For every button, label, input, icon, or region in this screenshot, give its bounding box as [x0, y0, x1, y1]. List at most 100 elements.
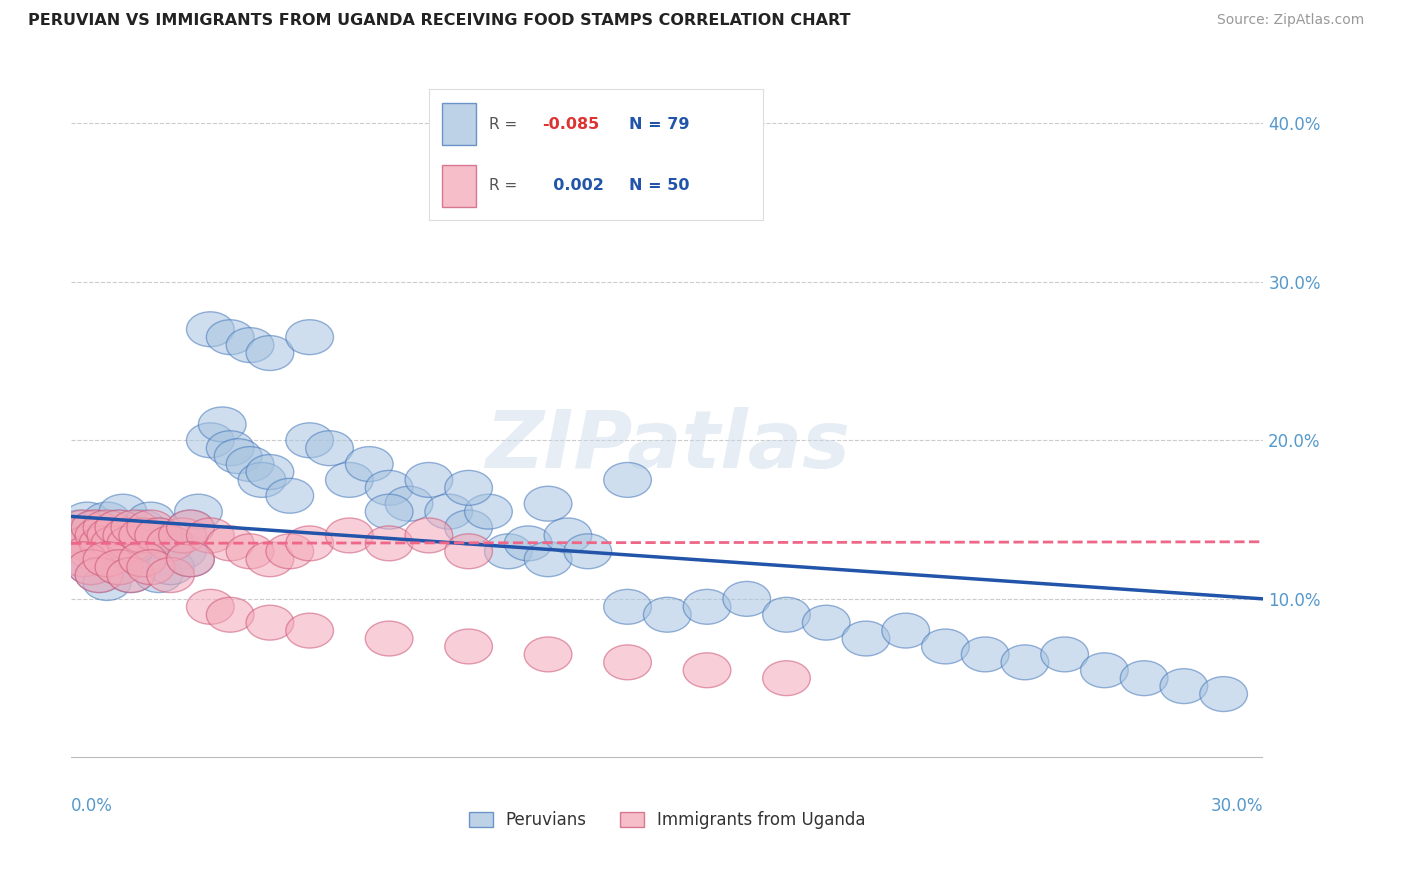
Text: PERUVIAN VS IMMIGRANTS FROM UGANDA RECEIVING FOOD STAMPS CORRELATION CHART: PERUVIAN VS IMMIGRANTS FROM UGANDA RECEI…	[28, 13, 851, 29]
Ellipse shape	[198, 407, 246, 442]
Ellipse shape	[187, 423, 235, 458]
Ellipse shape	[174, 494, 222, 529]
Ellipse shape	[246, 606, 294, 640]
Ellipse shape	[67, 549, 115, 584]
Ellipse shape	[921, 629, 969, 664]
Ellipse shape	[146, 526, 194, 561]
Ellipse shape	[326, 518, 373, 553]
Ellipse shape	[962, 637, 1010, 672]
Ellipse shape	[135, 518, 183, 553]
Ellipse shape	[207, 431, 254, 466]
Ellipse shape	[524, 637, 572, 672]
Ellipse shape	[146, 558, 194, 592]
Ellipse shape	[444, 533, 492, 569]
Ellipse shape	[120, 541, 166, 577]
Ellipse shape	[75, 518, 122, 553]
Ellipse shape	[366, 494, 413, 529]
Ellipse shape	[285, 423, 333, 458]
Ellipse shape	[67, 533, 115, 569]
Ellipse shape	[524, 541, 572, 577]
Ellipse shape	[72, 510, 120, 545]
Ellipse shape	[72, 510, 120, 545]
Ellipse shape	[159, 533, 207, 569]
Ellipse shape	[246, 541, 294, 577]
Ellipse shape	[603, 462, 651, 498]
Ellipse shape	[103, 541, 150, 577]
Ellipse shape	[207, 526, 254, 561]
Ellipse shape	[75, 533, 122, 569]
Ellipse shape	[75, 558, 122, 592]
Ellipse shape	[79, 526, 127, 561]
Text: 30.0%: 30.0%	[1211, 797, 1264, 815]
Ellipse shape	[683, 590, 731, 624]
Ellipse shape	[55, 518, 103, 553]
Ellipse shape	[1001, 645, 1049, 680]
Ellipse shape	[83, 566, 131, 600]
Ellipse shape	[603, 590, 651, 624]
Ellipse shape	[107, 558, 155, 592]
Ellipse shape	[1081, 653, 1128, 688]
Ellipse shape	[59, 518, 107, 553]
Ellipse shape	[111, 510, 159, 545]
Ellipse shape	[87, 526, 135, 561]
Ellipse shape	[803, 606, 851, 640]
Ellipse shape	[683, 653, 731, 688]
Ellipse shape	[103, 518, 150, 553]
Ellipse shape	[111, 526, 159, 561]
Ellipse shape	[127, 510, 174, 545]
Ellipse shape	[166, 510, 214, 545]
Ellipse shape	[305, 431, 353, 466]
Text: ZIPatlas: ZIPatlas	[485, 408, 849, 485]
Ellipse shape	[366, 470, 413, 505]
Ellipse shape	[159, 518, 207, 553]
Ellipse shape	[246, 335, 294, 370]
Ellipse shape	[246, 455, 294, 490]
Ellipse shape	[59, 541, 107, 577]
Text: 0.0%: 0.0%	[72, 797, 112, 815]
Ellipse shape	[79, 518, 127, 553]
Legend: Peruvians, Immigrants from Uganda: Peruvians, Immigrants from Uganda	[463, 805, 872, 836]
Ellipse shape	[644, 598, 692, 632]
Ellipse shape	[146, 526, 194, 561]
Ellipse shape	[266, 478, 314, 513]
Ellipse shape	[107, 558, 155, 592]
Ellipse shape	[444, 510, 492, 545]
Ellipse shape	[385, 486, 433, 521]
Ellipse shape	[444, 470, 492, 505]
Ellipse shape	[842, 621, 890, 656]
Ellipse shape	[266, 533, 314, 569]
Ellipse shape	[326, 462, 373, 498]
Ellipse shape	[166, 510, 214, 545]
Ellipse shape	[524, 486, 572, 521]
Ellipse shape	[226, 447, 274, 482]
Ellipse shape	[96, 510, 143, 545]
Text: Source: ZipAtlas.com: Source: ZipAtlas.com	[1216, 13, 1364, 28]
Ellipse shape	[91, 533, 139, 569]
Ellipse shape	[505, 526, 553, 561]
Ellipse shape	[75, 558, 122, 592]
Ellipse shape	[67, 549, 115, 584]
Ellipse shape	[1040, 637, 1088, 672]
Ellipse shape	[762, 661, 810, 696]
Ellipse shape	[127, 502, 174, 537]
Ellipse shape	[1121, 661, 1168, 696]
Ellipse shape	[59, 510, 107, 545]
Ellipse shape	[444, 629, 492, 664]
Ellipse shape	[187, 518, 235, 553]
Ellipse shape	[166, 541, 214, 577]
Ellipse shape	[882, 613, 929, 648]
Ellipse shape	[135, 558, 183, 592]
Ellipse shape	[366, 526, 413, 561]
Ellipse shape	[603, 645, 651, 680]
Ellipse shape	[107, 526, 155, 561]
Ellipse shape	[83, 541, 131, 577]
Ellipse shape	[425, 494, 472, 529]
Ellipse shape	[207, 319, 254, 355]
Ellipse shape	[127, 549, 174, 584]
Ellipse shape	[63, 502, 111, 537]
Ellipse shape	[96, 549, 143, 584]
Ellipse shape	[166, 541, 214, 577]
Ellipse shape	[564, 533, 612, 569]
Ellipse shape	[1160, 669, 1208, 704]
Ellipse shape	[107, 518, 155, 553]
